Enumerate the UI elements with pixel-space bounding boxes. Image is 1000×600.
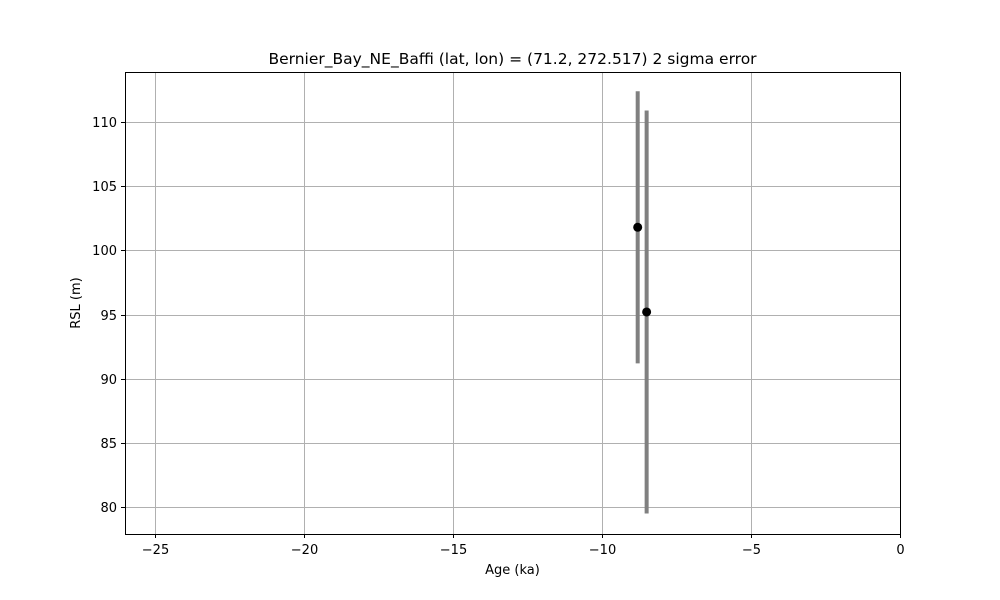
data-point [642,307,652,317]
x-tick-label: −25 [142,543,169,558]
y-axis-ticks: 80 85 90 95 100 105 110 [92,116,125,516]
x-tick-label: −5 [742,543,761,558]
y-axis-label: RSL (m) [69,277,84,328]
x-axis-label: Age (ka) [485,563,540,578]
plot-frame [125,72,901,535]
data-points [633,222,652,317]
y-tick-label: 90 [100,373,117,388]
x-tick-label: 0 [896,543,904,558]
y-tick-label: 100 [92,244,117,259]
y-tick-label: 85 [100,437,117,452]
x-tick-label: −15 [440,543,467,558]
chart-title: Bernier_Bay_NE_Baffi (lat, lon) = (71.2,… [268,50,757,69]
y-tick-label: 110 [92,116,117,131]
x-tick-label: −10 [589,543,616,558]
y-tick-label: 80 [100,501,117,516]
x-axis-ticks: −25 −20 −15 −10 −5 0 [142,534,905,558]
x-tick-label: −20 [291,543,318,558]
data-point [633,222,643,232]
y-tick-label: 95 [100,309,117,324]
y-tick-label: 105 [92,180,117,195]
